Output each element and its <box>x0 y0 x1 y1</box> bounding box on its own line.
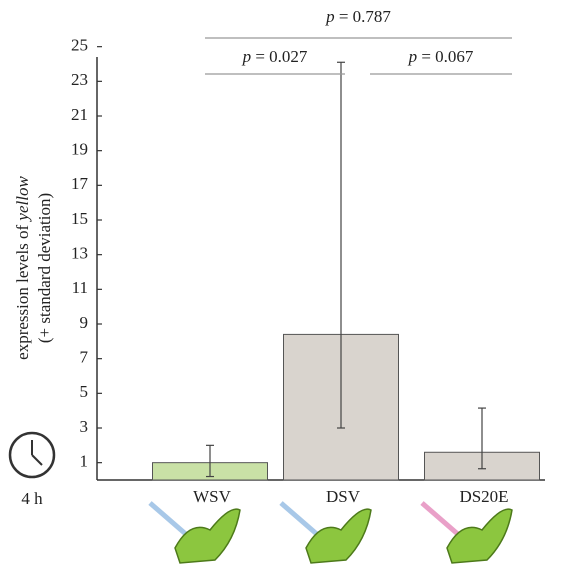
error-bar <box>337 61 345 429</box>
x-tick-label: WSV <box>193 487 232 506</box>
y-tick-label: 7 <box>80 348 89 367</box>
injection-icon <box>420 501 513 564</box>
y-axis-label: expression levels of yellow <box>13 176 32 360</box>
y-tick-label: 1 <box>80 452 89 471</box>
y-tick-label: 17 <box>71 174 89 193</box>
y-label-text: expression levels of <box>13 224 32 359</box>
y-tick-label: 3 <box>80 417 89 436</box>
p-symbol: p <box>242 47 252 66</box>
y-tick-label: 9 <box>80 313 89 332</box>
x-tick-label: DS20E <box>459 487 508 506</box>
p-value-label: p = 0.067 <box>408 47 474 66</box>
x-tick-label: DSV <box>326 487 361 506</box>
y-tick-label: 21 <box>71 105 88 124</box>
y-tick-label: 25 <box>71 36 88 55</box>
p-value-label: p = 0.027 <box>242 47 308 66</box>
syringe <box>279 501 321 538</box>
y-tick-label: 11 <box>72 278 88 297</box>
y-tick-label: 19 <box>71 140 88 159</box>
syringe <box>148 501 190 538</box>
p-value: = 0.027 <box>255 47 308 66</box>
y-tick-label: 5 <box>80 382 89 401</box>
time-label: 4 h <box>21 489 43 508</box>
clock-icon <box>8 431 56 479</box>
y-label-italic: yellow <box>13 176 32 223</box>
syringe <box>420 501 462 538</box>
error-bar <box>478 407 486 470</box>
y-axis-label-line2: (+ standard deviation) <box>35 193 54 343</box>
p-symbol: p <box>408 47 418 66</box>
caterpillar <box>174 508 241 564</box>
caterpillar <box>305 508 372 564</box>
error-bar <box>206 444 214 478</box>
y-tick-label: 15 <box>71 209 88 228</box>
y-tick-label: 13 <box>71 244 88 263</box>
y-tick-label: 23 <box>71 70 88 89</box>
caterpillar <box>446 508 513 564</box>
p-value: = 0.067 <box>421 47 474 66</box>
injection-icon <box>279 501 372 564</box>
p-value-label: p = 0.787 <box>325 7 391 26</box>
p-symbol: p <box>325 7 335 26</box>
injection-icon <box>148 501 241 564</box>
p-value: = 0.787 <box>339 7 392 26</box>
